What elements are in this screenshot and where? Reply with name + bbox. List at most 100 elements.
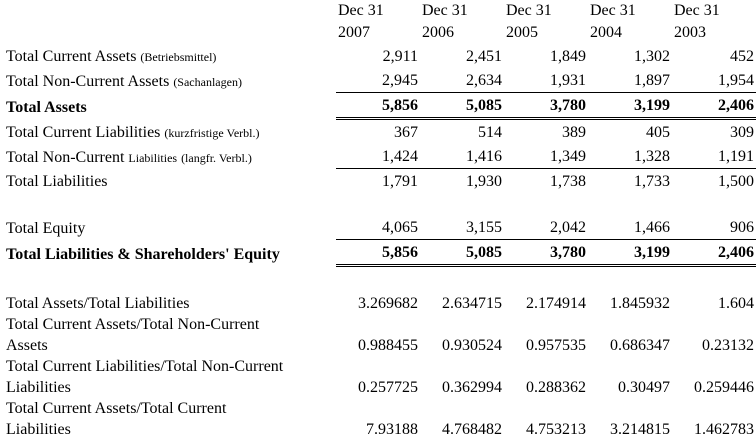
row-label: Total Non-Current Liabilities (langfr. V… — [6, 148, 252, 166]
cell-value: 5,085 — [420, 239, 504, 267]
ratio-label-line: Total Current Assets/Total Current — [0, 398, 756, 419]
ratio-row-cl-ncl: Liabilities 0.257725 0.362994 0.288362 0… — [0, 377, 756, 398]
row-label: Total Liabilities — [6, 173, 108, 190]
row-label: Total Liabilities & Shareholders' Equity — [6, 245, 280, 263]
cell-value: 389 — [562, 124, 586, 141]
ratio-label: Liabilities — [6, 379, 71, 396]
cell-value: 2,406 — [672, 239, 756, 267]
cell-value: 309 — [730, 124, 754, 141]
ratio-row-ca-nca: Assets 0.988455 0.930524 0.957535 0.6863… — [0, 335, 756, 356]
cell-value: 3,780 — [504, 92, 588, 120]
row-label: Total Current Liabilities (kurzfristige … — [6, 124, 260, 141]
cell-value: 4,065 — [382, 219, 418, 236]
row-noncurrent-liabilities: Total Non-Current Liabilities (langfr. V… — [0, 144, 756, 169]
year-header: Dec 31 2006 — [422, 2, 468, 41]
cell-value: 1,738 — [504, 168, 588, 193]
cell-value: 2,451 — [466, 48, 502, 65]
cell-value: 5,856 — [336, 239, 420, 267]
ratio-label: Total Current Liabilities/Total Non-Curr… — [6, 358, 284, 375]
ratio-value: 0.23132 — [702, 337, 754, 354]
cell-value: 3,155 — [466, 219, 502, 236]
ratio-value: 4.753213 — [526, 421, 586, 438]
cell-value: 452 — [730, 48, 754, 65]
spacer-row — [0, 266, 756, 294]
ratio-value: 0.988455 — [358, 337, 418, 354]
row-label: Total Equity — [6, 219, 86, 237]
ratio-row-assets-liabilities: Total Assets/Total Liabilities 3.269682 … — [0, 293, 756, 314]
cell-value: 1,954 — [718, 72, 754, 89]
cell-value: 906 — [730, 219, 754, 236]
row-label: Total Current Assets (Betriebsmittel) — [6, 48, 217, 65]
ratio-value: 2.174914 — [526, 295, 586, 312]
ratio-value: 3.214815 — [610, 421, 670, 438]
cell-value: 1,733 — [588, 168, 672, 193]
ratio-value: 0.257725 — [358, 379, 418, 396]
ratio-value: 0.30497 — [618, 379, 670, 396]
ratio-value: 0.288362 — [526, 379, 586, 396]
cell-value: 1,791 — [336, 168, 420, 193]
row-total-liabilities: Total Liabilities 1,791 1,930 1,738 1,73… — [0, 168, 756, 193]
cell-value: 1,349 — [550, 148, 586, 165]
cell-value: 1,930 — [420, 168, 504, 193]
ratio-value: 1.604 — [718, 295, 754, 312]
cell-value: 1,931 — [550, 72, 586, 89]
row-noncurrent-assets: Total Non-Current Assets (Sachanlagen) 2… — [0, 68, 756, 93]
cell-value: 1,897 — [634, 72, 670, 89]
row-total-assets: Total Assets 5,856 5,085 3,780 3,199 2,4… — [0, 92, 756, 120]
cell-value: 2,042 — [550, 219, 586, 236]
ratio-label-line: Total Current Liabilities/Total Non-Curr… — [0, 356, 756, 377]
row-total-equity: Total Equity 4,065 3,155 2,042 1,466 906 — [0, 215, 756, 240]
cell-value: 3,199 — [588, 92, 672, 120]
cell-value: 2,945 — [382, 72, 418, 89]
cell-value: 367 — [394, 124, 418, 141]
ratio-label: Assets — [6, 337, 48, 354]
ratio-value: 0.259446 — [694, 379, 754, 396]
spacer-row — [0, 193, 756, 215]
cell-value: 1,466 — [634, 219, 670, 236]
year-header: Dec 31 2007 — [338, 2, 384, 41]
cell-value: 1,500 — [672, 168, 756, 193]
ratio-value: 1.462783 — [694, 421, 754, 438]
cell-value: 1,191 — [718, 148, 754, 165]
cell-value: 514 — [478, 124, 502, 141]
cell-value: 1,849 — [550, 48, 586, 65]
ratio-value: 0.930524 — [442, 337, 502, 354]
cell-value: 1,328 — [634, 148, 670, 165]
cell-value: 1,302 — [634, 48, 670, 65]
cell-value: 2,911 — [382, 48, 418, 65]
cell-value: 1,424 — [382, 148, 418, 165]
ratio-value: 0.957535 — [526, 337, 586, 354]
year-header-row: Dec 31 2007 Dec 31 2006 Dec 31 2005 Dec 31 2… — [0, 0, 756, 44]
header-spacer — [0, 0, 336, 44]
ratio-label: Total Assets/Total Liabilities — [6, 295, 190, 312]
ratio-label-line: Total Current Assets/Total Non-Current — [0, 314, 756, 335]
row-total-liabilities-equity: Total Liabilities & Shareholders' Equity… — [0, 239, 756, 267]
cell-value: 2,634 — [466, 72, 502, 89]
row-label: Total Assets — [6, 98, 87, 116]
year-header: Dec 31 2005 — [506, 2, 552, 41]
ratio-value: 4.768482 — [442, 421, 502, 438]
ratio-label: Total Current Assets/Total Current — [6, 400, 227, 417]
ratio-value: 0.686347 — [610, 337, 670, 354]
cell-value: 5,856 — [336, 92, 420, 120]
row-label: Total Non-Current Assets (Sachanlagen) — [6, 72, 242, 90]
ratio-value: 3.269682 — [358, 295, 418, 312]
ratio-value: 1.845932 — [610, 295, 670, 312]
cell-value: 5,085 — [420, 92, 504, 120]
ratio-value: 2.634715 — [442, 295, 502, 312]
year-header: Dec 31 2004 — [590, 2, 636, 41]
cell-value: 3,780 — [504, 239, 588, 267]
ratio-label: Liabilities — [6, 421, 71, 438]
ratio-row-ca-cl: Liabilities 7.93188 4.768482 4.753213 3.… — [0, 419, 756, 440]
ratio-value: 0.362994 — [442, 379, 502, 396]
ratio-label: Total Current Assets/Total Non-Current — [6, 316, 260, 333]
ratio-value: 7.93188 — [366, 421, 418, 438]
row-current-liabilities: Total Current Liabilities (kurzfristige … — [0, 119, 756, 145]
year-header: Dec 31 2003 — [674, 2, 720, 41]
cell-value: 1,416 — [466, 148, 502, 165]
cell-value: 405 — [646, 124, 670, 141]
cell-value: 2,406 — [672, 92, 756, 120]
cell-value: 3,199 — [588, 239, 672, 267]
